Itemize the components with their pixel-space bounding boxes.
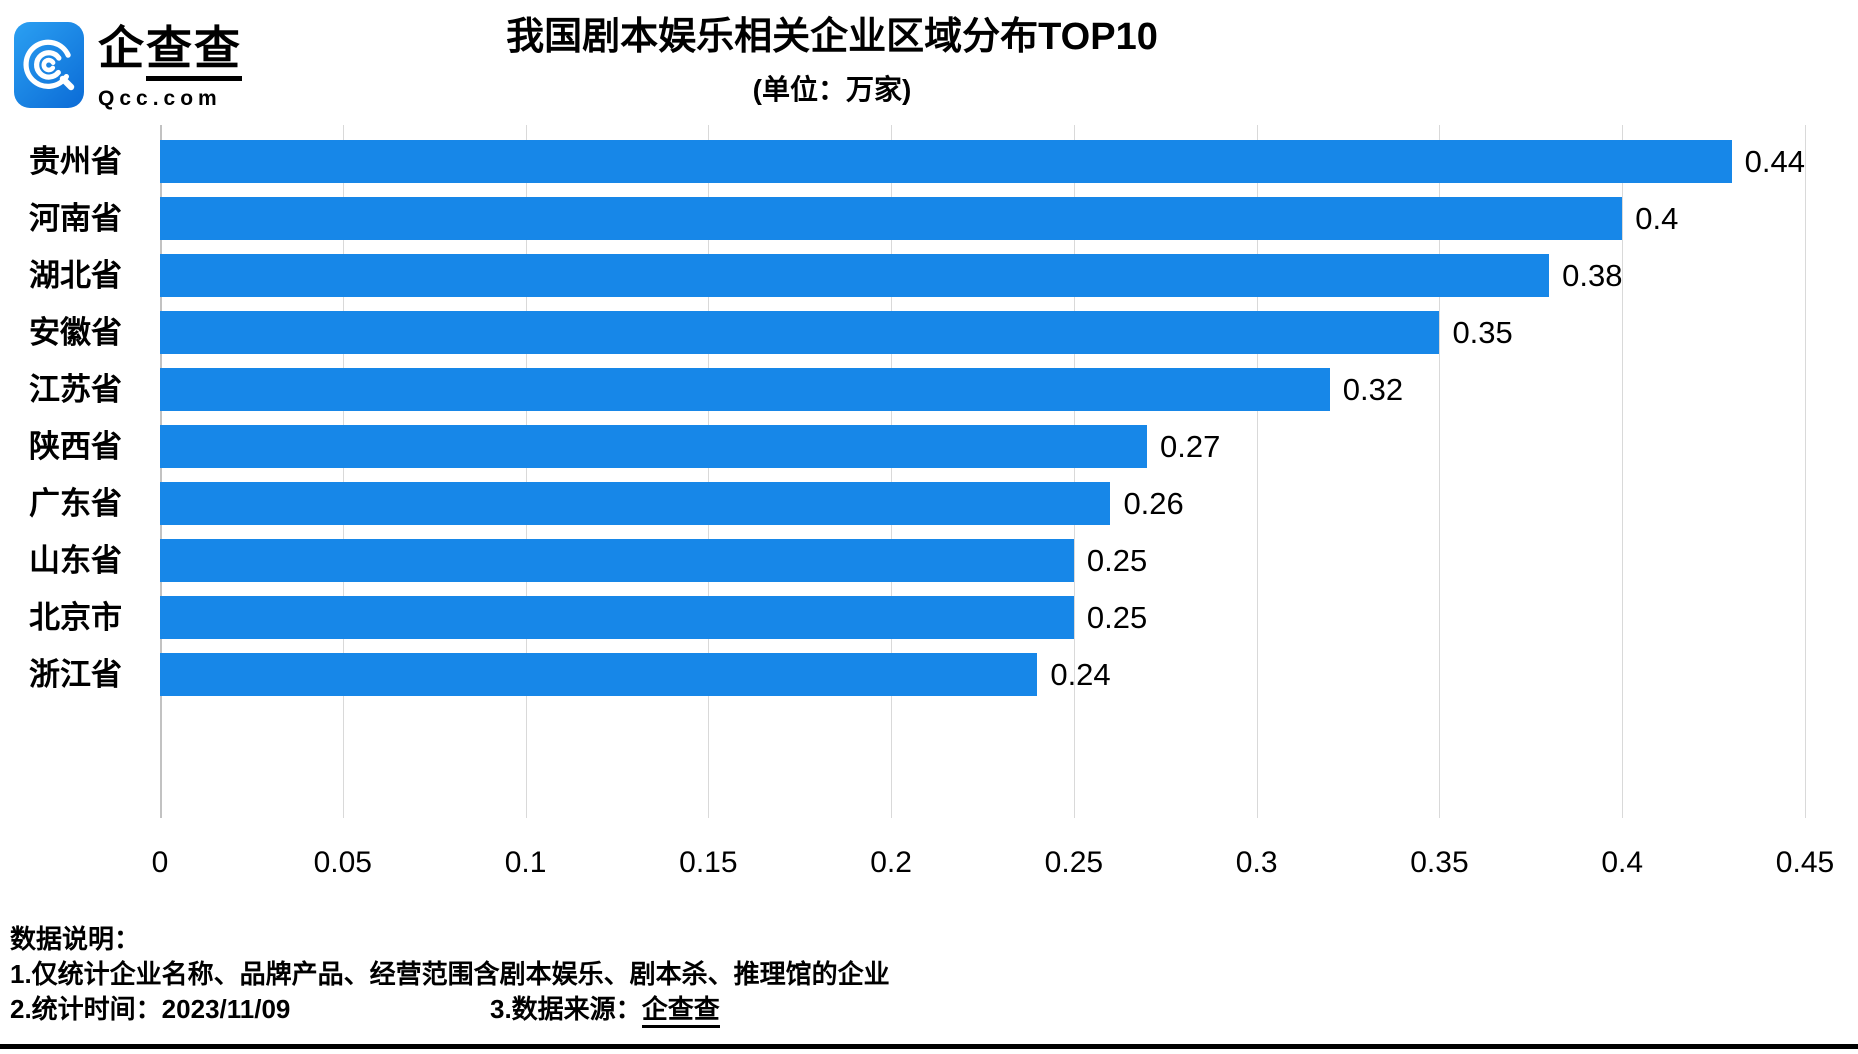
category-label: 贵州省	[29, 144, 122, 179]
bar-value-label: 0.44	[1744, 144, 1805, 179]
qcc-brand-name: 企查查	[98, 22, 242, 81]
bar-row: 0.38	[160, 254, 1805, 311]
bar	[160, 197, 1623, 240]
x-tick-label: 0	[151, 846, 169, 879]
bar	[160, 140, 1732, 183]
bar-row: 0.26	[160, 482, 1805, 539]
x-tick-label: 0.4	[1601, 846, 1644, 879]
gridline	[1805, 125, 1806, 818]
category-label: 北京市	[29, 600, 122, 635]
qcc-logo-text: 企查查 Qcc.com	[98, 22, 242, 111]
note-meta: 2.统计时间：2023/11/09 3.数据来源：企查查	[10, 992, 890, 1028]
chart-header: 我国剧本娱乐相关企业区域分布TOP10 (单位：万家)	[0, 14, 1664, 108]
bar	[160, 539, 1074, 582]
category-label: 广东省	[29, 486, 122, 521]
bar-value-label: 0.27	[1160, 429, 1221, 464]
brand-char: 查	[146, 22, 194, 81]
brand-char: 查	[194, 22, 242, 81]
bar-row: 0.25	[160, 596, 1805, 653]
bar	[160, 596, 1074, 639]
bottom-divider	[0, 1044, 1858, 1049]
chart-unit-subtitle: (单位：万家)	[752, 74, 912, 105]
bar-row: 0.27	[160, 425, 1805, 482]
x-tick-label: 0.25	[1044, 846, 1104, 879]
bar-chart-plot-area: 0.44 0.4 0.38 0.35 0.32 0.27 0.26 0.25 0.25 0.24	[160, 125, 1806, 818]
bar-row: 0.25	[160, 539, 1805, 596]
gridline	[525, 125, 527, 818]
category-label: 山东省	[29, 543, 122, 578]
bar	[160, 425, 1147, 468]
note-source-name: 企查查	[641, 994, 720, 1028]
bar-rows: 0.44 0.4 0.38 0.35 0.32 0.27 0.26 0.25 0.25 0.24	[160, 140, 1805, 710]
x-tick-label: 0.05	[313, 846, 372, 879]
category-label: 浙江省	[29, 657, 122, 692]
qcc-logo: 企查查 Qcc.com	[14, 22, 242, 111]
bar-value-label: 0.25	[1086, 543, 1148, 578]
bar-value-label: 0.24	[1050, 657, 1111, 692]
qcc-domain: Qcc.com	[98, 87, 222, 110]
x-axis-tick-labels: 0 0.05 0.1 0.15 0.2 0.25 0.3 0.35 0.4 0.45	[152, 846, 1835, 886]
note-date: 2.统计时间：2023/11/09	[10, 994, 291, 1024]
bar-value-label: 0.25	[1086, 600, 1148, 635]
gridline	[708, 125, 710, 818]
category-label: 湖北省	[29, 258, 122, 293]
bar-row: 0.32	[160, 368, 1805, 425]
bar	[160, 368, 1330, 411]
data-notes: 数据说明： 1.仅统计企业名称、品牌产品、经营范围含剧本娱乐、剧本杀、推理馆的企…	[10, 922, 890, 1028]
bar	[160, 254, 1550, 297]
x-tick-label: 0.45	[1775, 846, 1835, 879]
brand-char: 企	[98, 22, 146, 74]
bar	[160, 482, 1111, 525]
chart-title: 我国剧本娱乐相关企业区域分布TOP10	[506, 16, 1158, 58]
bar-value-label: 0.26	[1123, 486, 1184, 521]
bar-value-label: 0.38	[1562, 258, 1623, 293]
category-label: 安徽省	[29, 315, 122, 350]
x-tick-label: 0.15	[679, 846, 738, 879]
gridline	[1439, 125, 1441, 818]
bar-row: 0.35	[160, 311, 1805, 368]
bar-value-label: 0.35	[1452, 315, 1513, 350]
note-title: 数据说明：	[10, 924, 141, 954]
note-scope: 1.仅统计企业名称、品牌产品、经营范围含剧本娱乐、剧本杀、推理馆的企业	[10, 959, 890, 989]
bar-value-label: 0.32	[1342, 372, 1404, 407]
gridline	[342, 125, 344, 818]
bar-row: 0.24	[160, 653, 1805, 710]
x-tick-label: 0.1	[504, 846, 547, 879]
bar-row: 0.4	[160, 197, 1805, 254]
bar	[160, 653, 1038, 696]
note-source-prefix: 3.数据来源：	[490, 994, 642, 1024]
bar	[160, 311, 1440, 354]
y-axis-line	[160, 125, 162, 818]
bar-value-label: 0.4	[1635, 201, 1679, 236]
qcc-spiral-icon	[14, 22, 84, 108]
x-tick-label: 0.3	[1235, 846, 1278, 879]
category-label: 河南省	[29, 201, 122, 236]
gridline	[1073, 125, 1075, 818]
gridline	[1256, 125, 1258, 818]
category-label: 江苏省	[29, 372, 122, 407]
gridline	[891, 125, 893, 818]
y-axis-category-labels: 贵州省河南省湖北省安徽省江苏省陕西省广东省山东省北京市浙江省	[0, 140, 122, 710]
x-tick-label: 0.35	[1410, 846, 1469, 879]
category-label: 陕西省	[29, 429, 122, 464]
gridline	[1622, 125, 1624, 818]
x-tick-label: 0.2	[870, 846, 912, 879]
bar-row: 0.44	[160, 140, 1805, 197]
